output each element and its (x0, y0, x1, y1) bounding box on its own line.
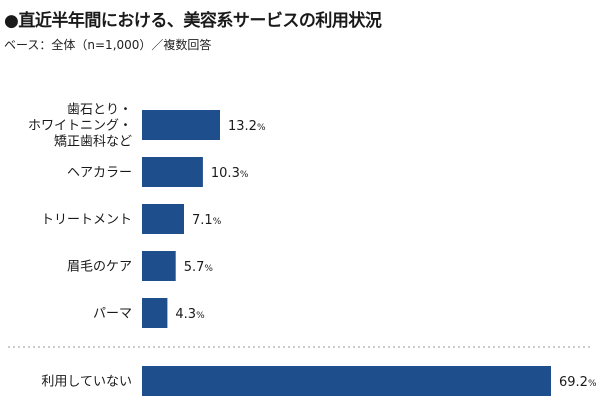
data-label-3: 5.7% (184, 260, 214, 275)
data-label-5: 69.2% (559, 375, 597, 390)
bar-1 (142, 157, 203, 187)
category-label-4: パーマ (93, 307, 132, 322)
bar-0 (142, 110, 220, 140)
category-label-3: 眉毛のケア (67, 260, 132, 275)
chart-title: ●直近半年間における、美容系サービスの利用状況 (4, 11, 382, 31)
chart-subtitle: ベース：全体（n=1,000）／複数回答 (4, 38, 212, 52)
data-label-0: 13.2% (228, 119, 266, 134)
data-label-2: 7.1% (192, 213, 222, 228)
data-label-4: 4.3% (175, 307, 205, 322)
bar-5 (142, 366, 551, 396)
category-label-5: 利用していない (41, 375, 132, 390)
bar-3 (142, 251, 176, 281)
category-label-2: トリートメント (41, 213, 132, 228)
category-label-1: ヘアカラー (67, 166, 132, 181)
bar-4 (142, 298, 168, 328)
bar-2 (142, 204, 184, 234)
data-label-1: 10.3% (211, 166, 249, 181)
category-label-0: 歯石とり・ホワイトニング・矯正歯科など (28, 103, 132, 150)
